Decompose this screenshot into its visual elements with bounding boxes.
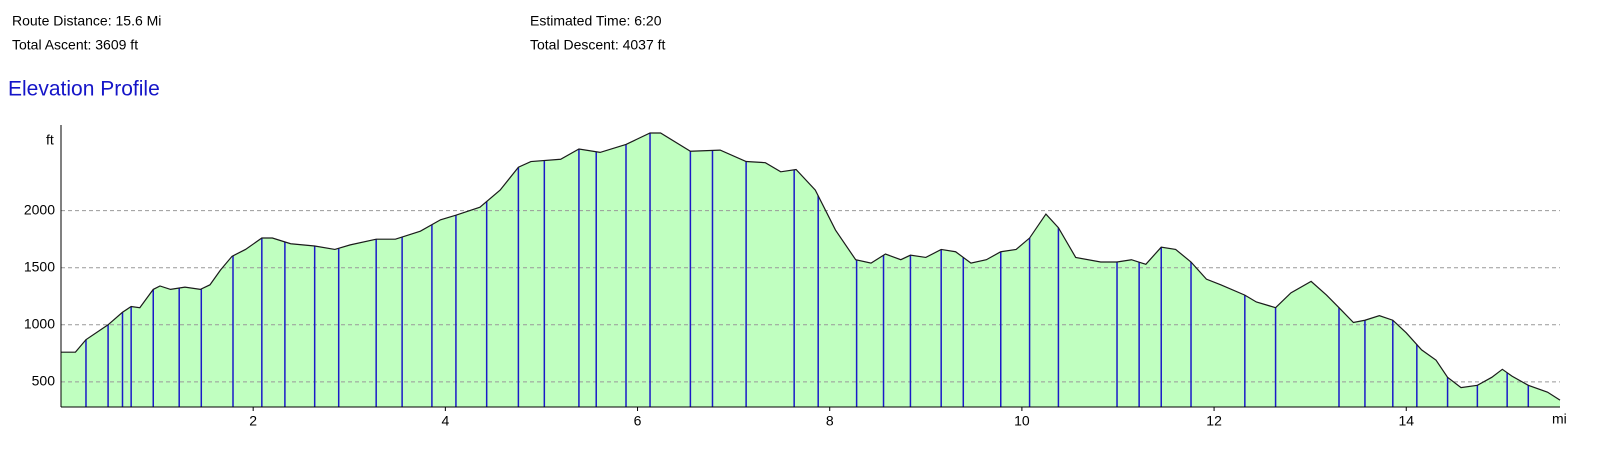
x-tick-label: 12 bbox=[1206, 413, 1222, 429]
x-tick-label: 10 bbox=[1014, 413, 1030, 429]
y-tick-label: 1500 bbox=[24, 258, 55, 274]
elevation-area bbox=[61, 132, 1560, 408]
stat: Route Distance: 15.6 Mi bbox=[12, 13, 161, 29]
x-tick-label: 2 bbox=[249, 413, 257, 429]
y-axis-label: ft bbox=[46, 132, 54, 148]
y-tick-label: 2000 bbox=[24, 201, 55, 217]
y-tick-label: 1000 bbox=[24, 316, 55, 332]
elevation-line bbox=[61, 132, 1561, 401]
y-tick-label: 500 bbox=[32, 373, 56, 389]
x-tick-label: 14 bbox=[1398, 413, 1414, 429]
stat: Estimated Time: 6:20 bbox=[530, 13, 662, 29]
x-tick-label: 6 bbox=[634, 413, 642, 429]
chart-title: Elevation Profile bbox=[8, 78, 160, 101]
x-axis-label: mi bbox=[1552, 411, 1567, 427]
x-tick-label: 4 bbox=[441, 413, 449, 429]
x-tick-label: 8 bbox=[826, 413, 834, 429]
stat: Total Descent: 4037 ft bbox=[530, 37, 666, 53]
stat: Total Ascent: 3609 ft bbox=[12, 37, 138, 53]
